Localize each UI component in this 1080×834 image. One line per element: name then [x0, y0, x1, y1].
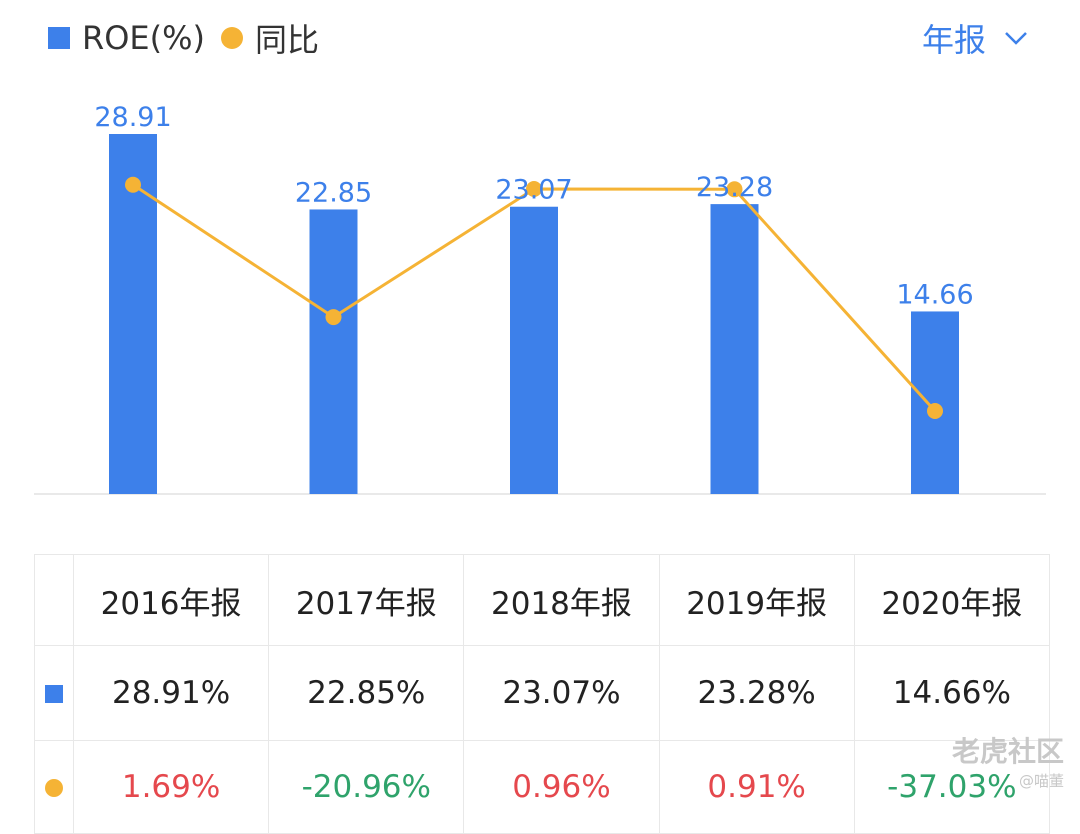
roe-chart: 28.91 22.85 23.07 23.28 14.66	[34, 102, 1046, 495]
roe-row-marker	[34, 645, 74, 741]
period-selector-label: 年报	[921, 21, 986, 59]
table-row-yoy: 1.69% -20.96% 0.96% 0.91% -37.03%	[34, 740, 1051, 834]
bar-value-labels: 28.91 22.85 23.07 23.28 14.66	[94, 102, 973, 310]
header-cell: 2019年报	[658, 554, 855, 646]
roe-cell: 23.07%	[463, 645, 660, 741]
yoy-cell: 0.96%	[463, 740, 660, 834]
yoy-legend-swatch	[221, 27, 244, 49]
yoy-legend-label: 同比	[255, 21, 320, 59]
header-cell: 2020年报	[853, 554, 1051, 646]
bar-value-label: 23.28	[696, 172, 773, 203]
header-cell: 2018年报	[463, 554, 660, 646]
chevron-down-icon	[1005, 32, 1027, 45]
yoy-point	[125, 176, 141, 193]
watermark: 老虎社区 @喵董	[952, 730, 1064, 791]
roe-bar	[510, 206, 558, 495]
yoy-point	[927, 403, 943, 419]
yoy-cell: -20.96%	[268, 740, 465, 834]
roe-bar	[710, 204, 759, 494]
table-row-roe: 28.91% 22.85% 23.07% 23.28% 14.66%	[34, 645, 1051, 741]
yoy-cell: 0.91%	[658, 740, 855, 834]
yoy-cell: 1.69%	[72, 740, 270, 834]
yoy-point	[726, 181, 743, 198]
roe-cell: 28.91%	[72, 645, 270, 741]
watermark-brand: 老虎社区	[951, 735, 1064, 768]
line-series-yoy	[125, 176, 943, 419]
square-icon	[45, 685, 63, 703]
legend: ROE(%) 同比	[48, 14, 319, 62]
roe-cell: 22.85%	[268, 645, 465, 741]
bar-value-label: 14.66	[896, 279, 973, 310]
data-table: 2016年报 2017年报 2018年报 2019年报 2020年报 28.91…	[34, 554, 1051, 834]
yoy-point	[526, 181, 542, 197]
table-header-row: 2016年报 2017年报 2018年报 2019年报 2020年报	[34, 554, 1051, 646]
table-corner-cell	[34, 554, 74, 646]
period-selector[interactable]: 年报	[922, 14, 1028, 62]
circle-icon	[45, 779, 63, 797]
bar-value-label: 23.07	[495, 175, 572, 206]
header-cell: 2017年报	[268, 554, 465, 646]
watermark-user: @喵董	[1018, 772, 1064, 790]
roe-cell: 14.66%	[853, 645, 1051, 741]
header-cell: 2016年报	[72, 554, 270, 646]
roe-legend-label: ROE(%)	[82, 19, 206, 57]
roe-bar	[911, 311, 959, 494]
roe-legend-swatch	[48, 27, 70, 49]
bar-value-label: 28.91	[94, 102, 171, 133]
roe-bar	[309, 209, 358, 494]
roe-cell: 23.28%	[658, 645, 855, 741]
yoy-point	[325, 309, 342, 326]
yoy-row-marker	[34, 740, 74, 834]
bar-value-label: 22.85	[295, 177, 372, 208]
